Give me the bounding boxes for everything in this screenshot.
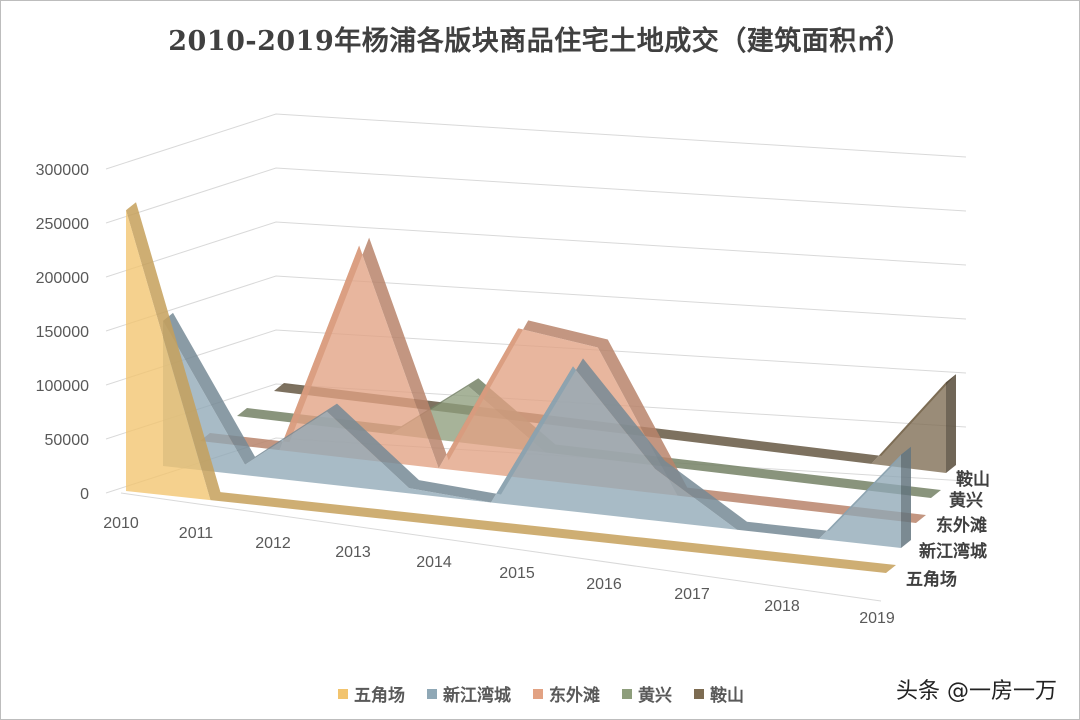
x-tick-label: 2010 bbox=[103, 515, 139, 532]
area-series-新江湾城 bbox=[163, 320, 901, 548]
y-tick-label: 200000 bbox=[36, 270, 89, 287]
legend-swatch bbox=[427, 688, 437, 699]
x-tick-label: 2015 bbox=[499, 565, 535, 582]
y-tick-label: 150000 bbox=[36, 324, 89, 341]
legend-label: 五角场 bbox=[354, 686, 405, 706]
legend-label: 东外滩 bbox=[549, 686, 600, 706]
legend-swatch bbox=[694, 688, 704, 699]
x-axis-line bbox=[120, 492, 882, 602]
legend-item: 五角场 bbox=[338, 681, 405, 706]
legend-label: 新江湾城 bbox=[443, 686, 511, 706]
y-tick-label: 0 bbox=[80, 486, 89, 503]
chart-title: 2010-2019年杨浦各版块商品住宅土地成交（建筑面积㎡） bbox=[168, 26, 912, 57]
legend-item: 新江湾城 bbox=[427, 681, 511, 706]
x-tick-label: 2016 bbox=[586, 576, 622, 593]
y-tick-label: 50000 bbox=[45, 432, 90, 449]
x-tick-label: 2019 bbox=[859, 610, 895, 627]
x-tick-label: 2014 bbox=[416, 554, 452, 571]
x-tick-label: 2018 bbox=[764, 598, 800, 615]
series-axis-label: 鞍山 bbox=[956, 469, 990, 490]
legend-item: 黄兴 bbox=[622, 681, 672, 706]
y-tick-label: 250000 bbox=[36, 216, 89, 233]
series-axis-label: 五角场 bbox=[906, 569, 957, 590]
legend-swatch bbox=[338, 688, 348, 699]
legend-label: 黄兴 bbox=[638, 686, 672, 706]
series-axis-label: 新江湾城 bbox=[919, 541, 987, 562]
legend: 五角场 新江湾城 东外滩 黄兴 鞍山 bbox=[1, 681, 1079, 706]
y-tick-label: 300000 bbox=[36, 162, 89, 179]
legend-label: 鞍山 bbox=[710, 686, 744, 706]
series-axis-label: 东外滩 bbox=[936, 515, 987, 536]
x-tick-label: 2011 bbox=[179, 525, 214, 542]
legend-item: 鞍山 bbox=[694, 681, 744, 706]
legend-swatch bbox=[622, 688, 632, 699]
gridline bbox=[105, 113, 967, 170]
area-side-鞍山 bbox=[946, 374, 956, 473]
gridline bbox=[105, 221, 967, 278]
gridline bbox=[105, 167, 967, 224]
legend-item: 东外滩 bbox=[533, 681, 600, 706]
area-series-鞍山 bbox=[274, 382, 946, 473]
y-tick-label: 100000 bbox=[36, 378, 89, 395]
area-side-新江湾城 bbox=[901, 446, 911, 548]
x-tick-label: 2012 bbox=[255, 535, 291, 552]
x-tick-label: 2013 bbox=[335, 544, 371, 561]
x-tick-label: 2017 bbox=[674, 586, 710, 603]
watermark: 头条 @一房一万 bbox=[896, 679, 1057, 704]
series-axis-label: 黄兴 bbox=[949, 490, 983, 511]
legend-swatch bbox=[533, 688, 543, 699]
